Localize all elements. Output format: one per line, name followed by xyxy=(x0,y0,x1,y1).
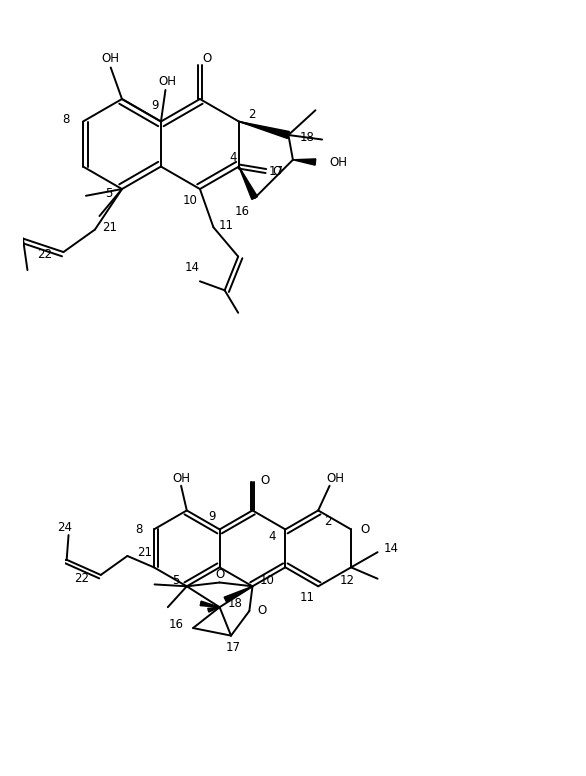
Text: 9: 9 xyxy=(209,510,216,522)
Text: 16: 16 xyxy=(169,618,183,631)
Text: O: O xyxy=(215,569,224,581)
Text: 18: 18 xyxy=(227,597,242,610)
Text: 12: 12 xyxy=(340,574,355,587)
Text: 14: 14 xyxy=(383,542,398,555)
Polygon shape xyxy=(239,167,257,199)
Text: 8: 8 xyxy=(135,523,142,536)
Text: 16: 16 xyxy=(235,205,250,218)
Polygon shape xyxy=(200,601,220,607)
Text: 17: 17 xyxy=(269,165,284,178)
Text: 21: 21 xyxy=(137,546,152,559)
Text: 4: 4 xyxy=(268,531,276,543)
Text: O: O xyxy=(260,473,270,487)
Text: OH: OH xyxy=(172,472,190,485)
Text: 11: 11 xyxy=(299,591,315,605)
Text: O: O xyxy=(272,165,282,178)
Text: 17: 17 xyxy=(226,640,240,653)
Text: 24: 24 xyxy=(57,521,72,534)
Text: 2: 2 xyxy=(248,109,255,121)
Text: 22: 22 xyxy=(74,572,90,585)
Polygon shape xyxy=(293,159,316,165)
Text: OH: OH xyxy=(326,472,344,485)
Polygon shape xyxy=(239,122,289,138)
Text: O: O xyxy=(360,523,370,536)
Text: 4: 4 xyxy=(229,151,237,164)
Text: 5: 5 xyxy=(105,187,113,200)
Text: 8: 8 xyxy=(62,113,70,126)
Text: 21: 21 xyxy=(102,221,117,234)
Text: 9: 9 xyxy=(151,99,159,113)
Text: 10: 10 xyxy=(183,194,197,206)
Polygon shape xyxy=(224,587,253,602)
Text: O: O xyxy=(257,605,266,618)
Text: OH: OH xyxy=(102,52,120,65)
Text: O: O xyxy=(202,52,212,65)
Text: 22: 22 xyxy=(37,248,52,261)
Text: OH: OH xyxy=(159,74,177,88)
Text: 5: 5 xyxy=(172,574,179,587)
Text: 2: 2 xyxy=(324,515,332,528)
Text: 18: 18 xyxy=(299,131,315,144)
Text: 14: 14 xyxy=(184,262,199,274)
Text: 10: 10 xyxy=(260,574,275,587)
Text: OH: OH xyxy=(329,155,347,168)
Polygon shape xyxy=(208,607,220,612)
Text: 11: 11 xyxy=(219,219,234,231)
